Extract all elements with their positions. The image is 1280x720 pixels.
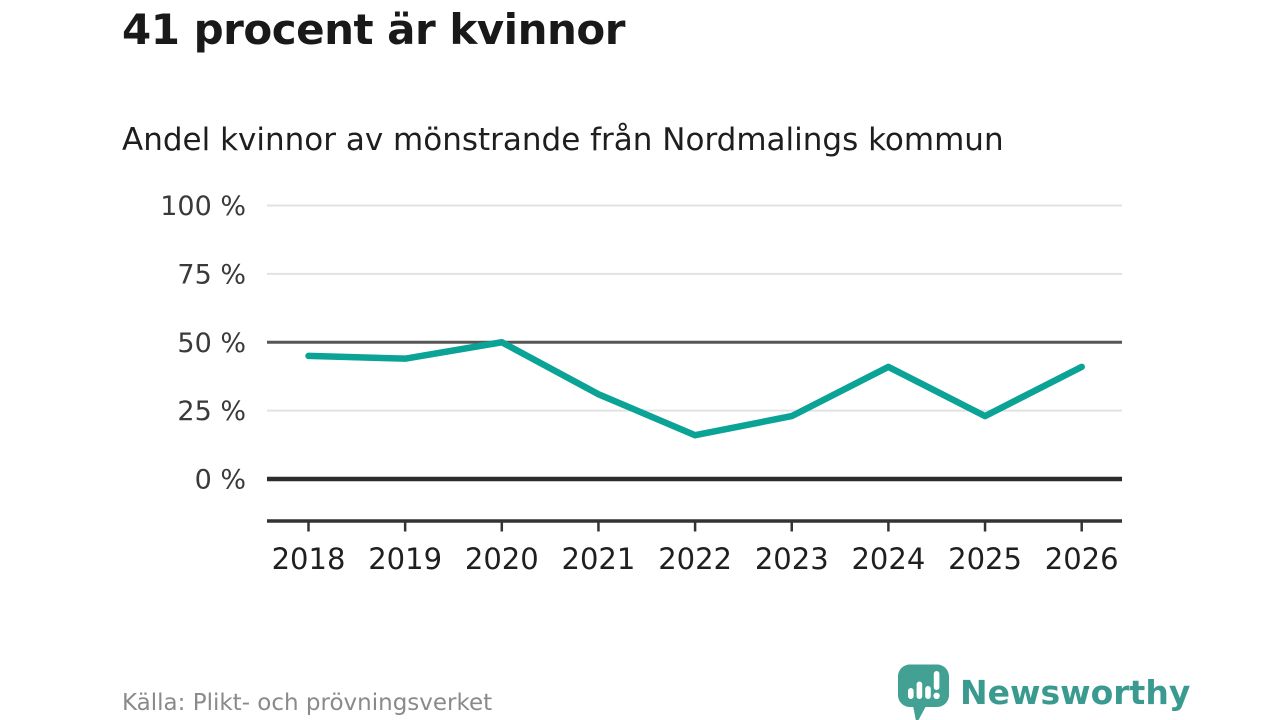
chart-canvas: 0 % 25 % 50 % 75 % 100 % 2018 2019 2020 2021 2022… xyxy=(160,191,1122,576)
data-line-andel-kvinnor xyxy=(305,339,1085,439)
y-axis-label: 75 % xyxy=(177,259,246,290)
y-axis-label: 100 % xyxy=(160,191,246,222)
y-axis-label: 25 % xyxy=(177,396,246,427)
bar-chart-bar-1 xyxy=(908,688,914,699)
bar-chart-bar-2 xyxy=(916,681,923,699)
chart-subtitle: Andel kvinnor av mönstrande från Nordmal… xyxy=(122,122,1004,158)
newsworthy-logo-text: Newsworthy xyxy=(960,673,1191,712)
x-axis-label: 2018 xyxy=(272,542,346,576)
exclamation-stem xyxy=(933,671,940,690)
x-axis-label: 2023 xyxy=(755,542,829,576)
source-note: Källa: Plikt- och prövningsverket xyxy=(122,690,493,716)
newsworthy-speech-bubble-icon xyxy=(898,664,949,720)
speech-bubble-shape xyxy=(898,664,949,720)
x-axis-label: 2020 xyxy=(465,542,539,576)
y-axis-label: 50 % xyxy=(177,328,246,359)
x-axis-label: 2022 xyxy=(658,542,732,576)
newsworthy-logo: Newsworthy xyxy=(897,663,1190,720)
x-axis-label: 2025 xyxy=(948,542,1022,576)
exclamation-dot xyxy=(933,692,940,699)
page-title: 41 procent är kvinnor xyxy=(122,5,625,54)
y-axis-label: 0 % xyxy=(195,465,246,496)
x-axis-label: 2019 xyxy=(368,542,442,576)
bar-chart-bar-3 xyxy=(925,686,931,699)
x-axis-label: 2026 xyxy=(1045,542,1119,576)
x-axis-label: 2024 xyxy=(851,542,925,576)
x-axis-label: 2021 xyxy=(562,542,636,576)
